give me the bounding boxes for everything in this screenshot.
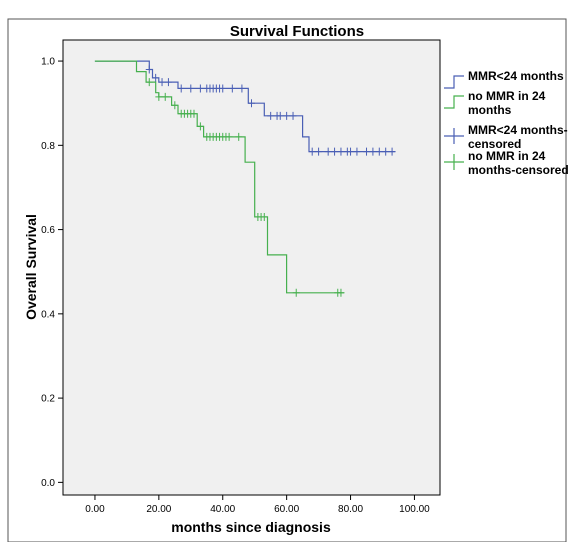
x-axis-label: months since diagnosis — [171, 519, 331, 535]
censor-mark-mmr-lt24 — [187, 84, 195, 93]
censor-mark-mmr-lt24 — [248, 99, 255, 108]
legend-label: MMR<24 months- — [468, 123, 568, 137]
legend-label: MMR<24 months — [468, 69, 564, 83]
x-tick-label: 60.00 — [274, 504, 299, 515]
censor-mark-mmr-lt24 — [145, 65, 153, 74]
legend-item: MMR<24 months — [444, 69, 564, 89]
censor-mark-mmr-lt24 — [152, 73, 160, 82]
censor-mark-no-mmr-24 — [161, 92, 169, 101]
legend-step-symbol — [444, 95, 464, 109]
y-tick-label: 0.4 — [41, 309, 55, 320]
censor-mark-mmr-lt24 — [353, 147, 361, 156]
y-axis: 0.0 0.2 0.4 0.6 0.8 1.0 — [41, 57, 63, 489]
censor-mark-no-mmr-24 — [225, 132, 233, 141]
censor-mark-mmr-lt24 — [375, 147, 383, 156]
x-tick-label: 20.00 — [146, 504, 171, 515]
censor-mark-no-mmr-24 — [235, 132, 243, 141]
legend-plus-symbol — [444, 128, 464, 144]
censor-mark-no-mmr-24 — [292, 288, 300, 297]
censor-mark-mmr-lt24 — [228, 84, 236, 93]
legend-plus-symbol — [444, 154, 464, 170]
censor-mark-no-mmr-24 — [260, 212, 268, 221]
censor-mark-mmr-lt24 — [164, 78, 172, 87]
x-tick-label: 0.00 — [85, 504, 105, 515]
legend-label: censored — [468, 137, 521, 151]
censor-mark-no-mmr-24 — [155, 92, 163, 101]
censor-mark-mmr-lt24 — [331, 147, 339, 156]
x-tick-label: 40.00 — [210, 504, 235, 515]
censor-mark-mmr-lt24 — [315, 147, 323, 156]
censor-mark-mmr-lt24 — [363, 147, 371, 156]
censor-mark-no-mmr-24 — [145, 78, 153, 87]
legend-label: months — [468, 103, 512, 117]
y-tick-label: 0.8 — [41, 141, 55, 152]
censor-mark-mmr-lt24 — [196, 84, 204, 93]
series-layer — [94, 60, 396, 297]
legend-label: months-censored — [468, 163, 569, 177]
censor-mark-mmr-lt24 — [324, 147, 332, 156]
censor-mark-mmr-lt24 — [177, 84, 185, 93]
x-axis: 0.00 20.00 40.00 60.00 80.00 100.00 — [85, 495, 430, 515]
censor-mark-mmr-lt24 — [382, 147, 390, 156]
censor-mark-mmr-lt24 — [308, 147, 316, 156]
censor-mark-mmr-lt24 — [347, 147, 355, 156]
censor-mark-mmr-lt24 — [369, 147, 377, 156]
y-tick-label: 0.6 — [41, 225, 55, 236]
censor-mark-mmr-lt24 — [283, 111, 291, 120]
y-tick-label: 1.0 — [41, 57, 55, 68]
censor-mark-no-mmr-24 — [196, 122, 204, 131]
chart-title: Survival Functions — [230, 23, 364, 40]
x-tick-label: 80.00 — [338, 504, 363, 515]
censor-mark-no-mmr-24 — [337, 288, 345, 297]
censor-mark-mmr-lt24 — [219, 84, 227, 93]
censor-mark-mmr-lt24 — [388, 147, 396, 156]
x-tick-label: 100.00 — [399, 504, 430, 515]
censor-mark-no-mmr-24 — [190, 109, 198, 118]
y-tick-label: 0.0 — [41, 478, 55, 489]
censor-mark-mmr-lt24 — [238, 84, 246, 93]
censor-mark-mmr-lt24 — [267, 111, 275, 120]
censor-mark-mmr-lt24 — [158, 78, 166, 87]
legend-label: no MMR in 24 — [468, 89, 546, 103]
censor-mark-mmr-lt24 — [289, 111, 297, 120]
censor-mark-mmr-lt24 — [337, 147, 345, 156]
y-axis-label: Overall Survival — [23, 214, 39, 320]
censor-mark-no-mmr-24 — [171, 101, 179, 110]
legend-item: MMR<24 months-censored — [444, 123, 568, 151]
plot-area — [62, 39, 441, 496]
legend-step-symbol — [444, 75, 464, 89]
censor-mark-mmr-lt24 — [276, 111, 284, 120]
legend-label: no MMR in 24 — [468, 149, 546, 163]
y-tick-label: 0.2 — [41, 394, 55, 405]
